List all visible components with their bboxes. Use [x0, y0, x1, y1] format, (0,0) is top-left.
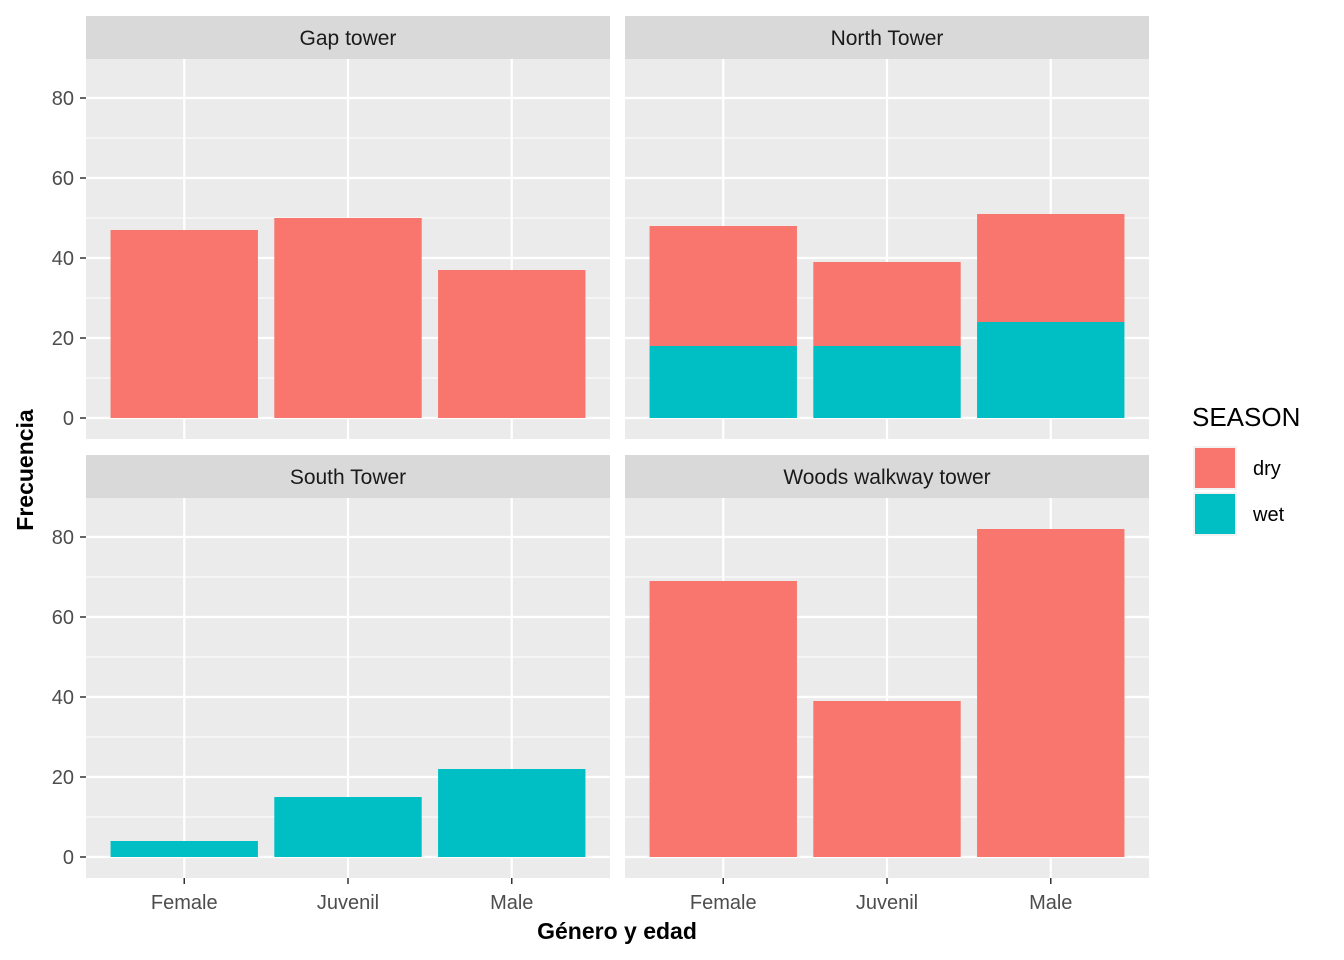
y-tick-label: 40	[52, 248, 74, 270]
strip-woods-walkway-tower	[625, 455, 1149, 498]
panel-woods-walkway-tower: Woods walkway tower	[625, 455, 1149, 878]
legend-key-dry	[1195, 448, 1235, 488]
legend-key-wet	[1195, 494, 1235, 534]
bar-north-tower-female-dry	[649, 226, 797, 346]
strip-gap-tower	[86, 16, 610, 59]
strip-label-north-tower: North Tower	[831, 27, 944, 50]
x-axis-title: Género y edad	[537, 918, 697, 944]
x-tick-label-female: Female	[690, 892, 757, 914]
strip-label-gap-tower: Gap tower	[300, 27, 397, 50]
y-tick-label: 40	[52, 687, 74, 709]
bar-south-tower-juvenil-wet	[274, 797, 422, 857]
bar-gap-tower-juvenil-dry	[274, 218, 422, 418]
y-tick-label: 20	[52, 767, 74, 789]
y-tick-label: 80	[52, 527, 74, 549]
bar-woods-walkway-tower-male-dry	[977, 529, 1125, 857]
x-tick-label-juvenil: Juvenil	[317, 892, 379, 914]
y-axis-title: Frecuencia	[12, 409, 38, 531]
x-tick-label-male: Male	[1029, 892, 1072, 914]
strip-north-tower	[625, 16, 1149, 59]
bar-north-tower-juvenil-wet	[813, 346, 961, 418]
strip-south-tower	[86, 455, 610, 498]
bar-gap-tower-female-dry	[110, 230, 258, 418]
strip-label-south-tower: South Tower	[290, 466, 406, 489]
bar-gap-tower-male-dry	[438, 270, 586, 418]
y-tick-label: 60	[52, 607, 74, 629]
legend: SEASON dry wet	[1192, 402, 1300, 536]
y-tick-label: 80	[52, 88, 74, 110]
x-tick-label-juvenil: Juvenil	[856, 892, 918, 914]
bar-north-tower-male-wet	[977, 322, 1125, 418]
legend-entries: dry wet	[1193, 446, 1285, 536]
bar-woods-walkway-tower-juvenil-dry	[813, 701, 961, 857]
x-tick-label-female: Female	[151, 892, 218, 914]
bar-south-tower-male-wet	[438, 769, 586, 857]
legend-title: SEASON	[1192, 402, 1300, 432]
panel-north-tower: North Tower	[625, 16, 1149, 439]
legend-label-dry: dry	[1253, 458, 1281, 480]
x-tick-label-male: Male	[490, 892, 533, 914]
y-tick-label: 20	[52, 328, 74, 350]
bar-north-tower-female-wet	[649, 346, 797, 418]
y-tick-label: 0	[63, 408, 74, 430]
strip-label-woods-walkway-tower: Woods walkway tower	[783, 466, 990, 489]
legend-label-wet: wet	[1252, 504, 1285, 526]
panel-gap-tower: Gap tower	[86, 16, 610, 439]
bar-south-tower-female-wet	[110, 841, 258, 857]
panel-south-tower: South Tower	[86, 455, 610, 878]
bar-woods-walkway-tower-female-dry	[649, 581, 797, 857]
bar-north-tower-male-dry	[977, 214, 1125, 322]
axes-layer: 0 20 40 60 80 0 20 40 60 80 Female Juvenil Male Femal…	[52, 88, 1073, 914]
y-tick-label: 60	[52, 168, 74, 190]
panels-layer: Gap tower North Tower South Tower Woods wal…	[86, 16, 1149, 878]
bar-north-tower-juvenil-dry	[813, 262, 961, 346]
y-tick-label: 0	[63, 847, 74, 869]
